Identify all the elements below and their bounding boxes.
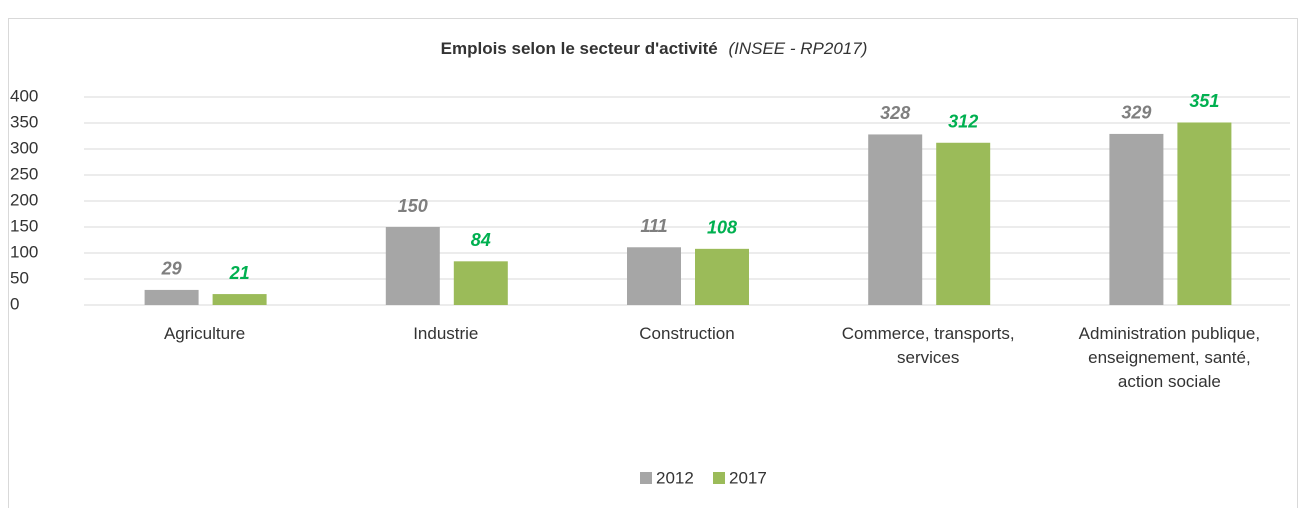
bar — [936, 142, 991, 305]
y-tick-label: 50 — [10, 268, 29, 287]
y-tick-label: 0 — [10, 294, 19, 313]
bar — [868, 134, 923, 305]
legend-label: 2012 — [656, 468, 694, 487]
y-tick-label: 300 — [10, 138, 38, 157]
bar — [144, 289, 199, 305]
y-tick-label: 350 — [10, 112, 38, 131]
chart-frame — [8, 18, 1298, 508]
data-label: 312 — [948, 112, 978, 132]
x-tick-label: Construction — [639, 324, 735, 343]
data-label: 329 — [1121, 103, 1151, 123]
legend-swatch — [713, 472, 725, 484]
data-label: 328 — [880, 103, 910, 123]
y-tick-label: 200 — [10, 190, 38, 209]
bar — [212, 294, 267, 305]
bar — [627, 247, 681, 305]
x-tick-label: Agriculture — [163, 324, 246, 343]
bar — [453, 261, 508, 305]
x-tick-label: Commerce, transports, services — [841, 324, 1015, 367]
legend-label: 2017 — [729, 468, 767, 487]
data-label: 108 — [707, 218, 737, 238]
y-tick-label: 400 — [10, 86, 38, 105]
x-tick-label: Industrie — [413, 324, 479, 343]
y-tick-label: 100 — [10, 242, 38, 261]
data-label: 111 — [640, 216, 667, 236]
x-tick-label: Administration publique, enseignement, s… — [1078, 324, 1261, 391]
bar — [1177, 122, 1232, 305]
bar — [695, 248, 749, 305]
chart-title: Emplois selon le secteur d'activité (INS… — [441, 39, 868, 58]
bar — [385, 227, 440, 305]
legend-swatch — [640, 472, 652, 484]
title: Emplois selon le secteur d'activité — [441, 39, 718, 58]
data-label: 21 — [229, 263, 250, 283]
y-tick-label: 250 — [10, 164, 38, 183]
data-label: 84 — [471, 230, 491, 250]
data-label: 150 — [398, 196, 428, 216]
data-label: 29 — [161, 259, 182, 279]
data-label: 351 — [1189, 91, 1219, 111]
subtitle: (INSEE - RP2017) — [728, 39, 867, 58]
y-tick-label: 150 — [10, 216, 38, 235]
bar — [1109, 133, 1164, 305]
